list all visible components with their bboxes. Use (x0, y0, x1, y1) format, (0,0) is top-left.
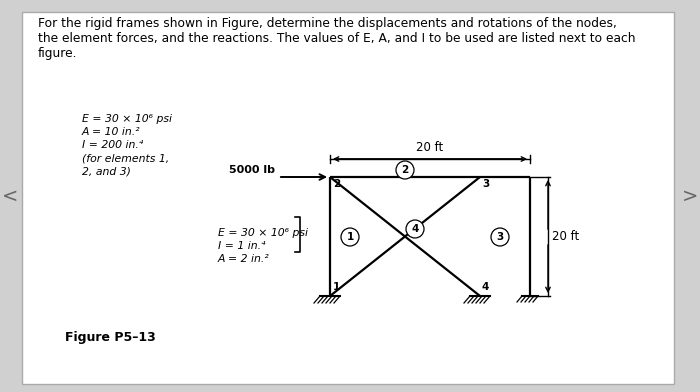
Text: A = 10 in.²: A = 10 in.² (82, 127, 141, 137)
Text: I = 1 in.⁴: I = 1 in.⁴ (218, 241, 265, 251)
Circle shape (341, 228, 359, 246)
Text: I = 200 in.⁴: I = 200 in.⁴ (82, 140, 144, 150)
Circle shape (491, 228, 509, 246)
Text: 4: 4 (482, 282, 489, 292)
Text: For the rigid frames shown in Figure, determine the displacements and rotations : For the rigid frames shown in Figure, de… (38, 17, 617, 30)
Text: 1: 1 (333, 282, 340, 292)
Text: <: < (2, 187, 18, 205)
Text: 2, and 3): 2, and 3) (82, 166, 131, 176)
Text: 20 ft: 20 ft (552, 230, 580, 243)
Text: the element forces, and the reactions. The values of E, A, and I to be used are : the element forces, and the reactions. T… (38, 32, 636, 45)
Circle shape (396, 161, 414, 179)
Text: 1: 1 (346, 232, 354, 242)
Text: A = 2 in.²: A = 2 in.² (218, 254, 270, 264)
Text: 2: 2 (333, 179, 340, 189)
FancyBboxPatch shape (22, 12, 674, 384)
Circle shape (406, 220, 424, 238)
Text: 2: 2 (401, 165, 409, 175)
Text: 4: 4 (412, 224, 419, 234)
Text: 3: 3 (496, 232, 503, 242)
Text: 20 ft: 20 ft (416, 141, 444, 154)
Text: Figure P5–13: Figure P5–13 (65, 331, 155, 344)
Text: (for elements 1,: (for elements 1, (82, 153, 169, 163)
Text: E = 30 × 10⁶ psi: E = 30 × 10⁶ psi (82, 114, 172, 124)
Text: >: > (682, 187, 698, 205)
Text: E = 30 × 10⁶ psi: E = 30 × 10⁶ psi (218, 228, 308, 238)
Text: figure.: figure. (38, 47, 78, 60)
Text: 3: 3 (482, 179, 489, 189)
Text: 5000 lb: 5000 lb (229, 165, 275, 175)
